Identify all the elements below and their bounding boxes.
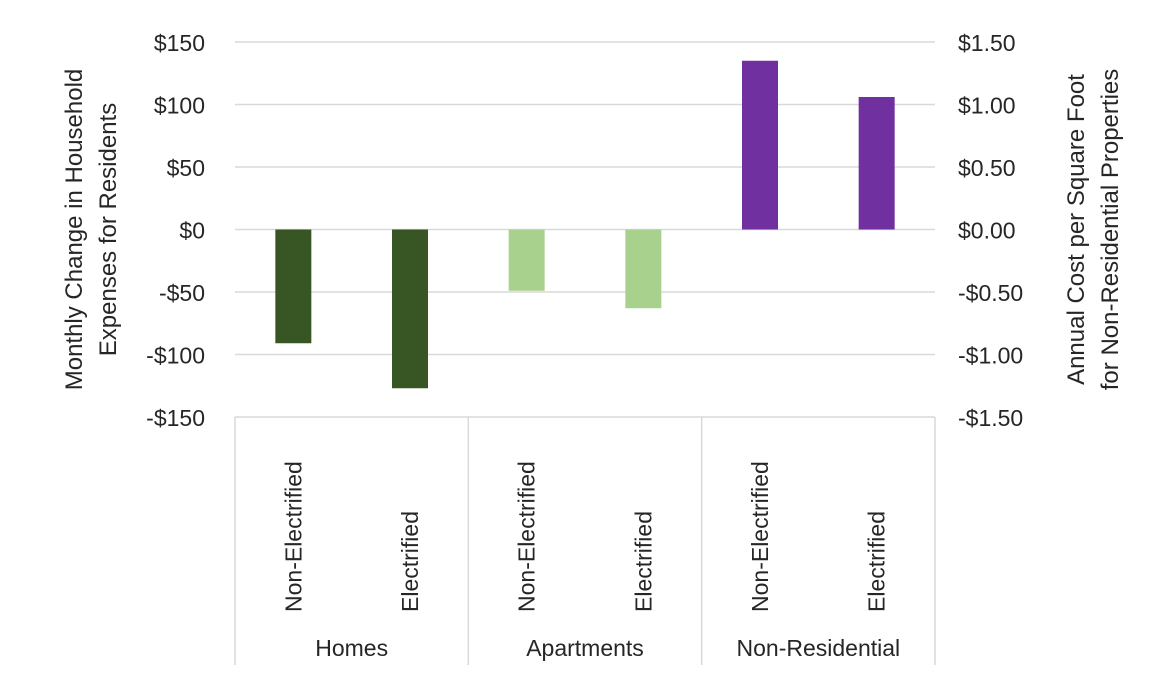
category-label: Non-Electrified	[514, 461, 540, 612]
axis-titles: Monthly Change in Household Expenses for …	[61, 69, 1124, 391]
y-tick-label: -$150	[146, 405, 205, 431]
y-tick-label: $150	[154, 30, 205, 56]
y2-axis-title: for Non-Residential Properties	[1097, 69, 1124, 390]
y-tick-label: -$50	[159, 280, 205, 306]
y2-axis-title: Annual Cost per Square Foot	[1063, 74, 1090, 385]
bar	[625, 229, 662, 309]
bar	[275, 229, 312, 344]
bar	[742, 60, 778, 230]
y-tick-label: $0	[179, 218, 205, 244]
category-label: Non-Electrified	[280, 461, 306, 612]
y2-tick-label: -$0.50	[958, 280, 1023, 306]
axes	[234, 416, 936, 665]
gridlines	[235, 41, 935, 356]
bars	[275, 60, 895, 389]
y-axis-title: Expenses for Residents	[95, 103, 122, 356]
right-axis-tick-labels: $1.50 $1.00 $0.50 $0.00 -$0.50 -$1.00 -$1.50	[958, 30, 1023, 431]
group-label: Non-Residential	[737, 635, 901, 661]
y2-tick-label: $0.00	[958, 218, 1016, 244]
bar	[508, 229, 545, 291]
y-axis-title: Monthly Change in Household	[61, 69, 88, 391]
group-label: Apartments	[526, 635, 644, 661]
y-tick-label: $50	[167, 155, 205, 181]
left-axis-tick-labels: $150 $100 $50 $0 -$50 -$100 -$150	[146, 30, 205, 431]
category-label: Non-Electrified	[747, 461, 773, 612]
category-label: Electrified	[864, 511, 890, 612]
group-labels: Homes Apartments Non-Residential	[315, 635, 900, 661]
group-label: Homes	[315, 635, 388, 661]
y-tick-label: -$100	[146, 343, 205, 369]
y2-tick-label: -$1.00	[958, 343, 1023, 369]
bar	[392, 229, 428, 389]
y2-tick-label: -$1.50	[958, 405, 1023, 431]
category-labels: Non-Electrified Electrified Non-Electrifie…	[280, 461, 889, 612]
cropped-caption-strip	[0, 0, 1150, 6]
bar	[858, 97, 895, 230]
y2-tick-label: $0.50	[958, 155, 1016, 181]
y2-tick-label: $1.00	[958, 93, 1016, 119]
category-label: Electrified	[397, 511, 423, 612]
y-tick-label: $100	[154, 93, 205, 119]
y2-tick-label: $1.50	[958, 30, 1016, 56]
category-label: Electrified	[630, 511, 656, 612]
